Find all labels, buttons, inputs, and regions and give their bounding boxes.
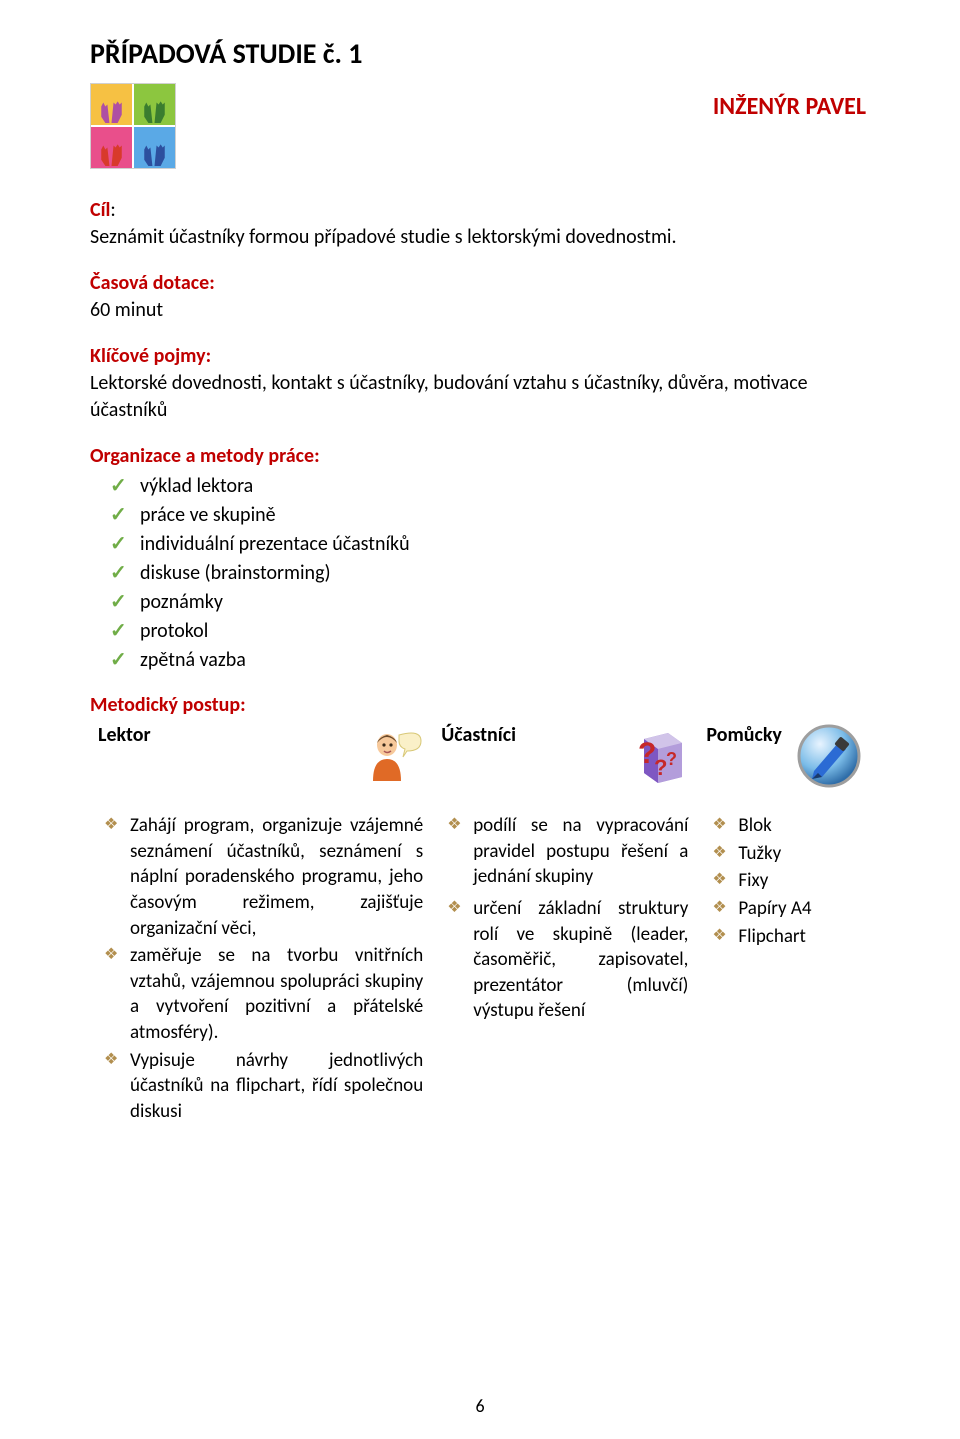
table-cell-pomucky: BlokTužkyFixyPapíry A4Flipchart: [698, 803, 870, 1133]
page-title: PŘÍPADOVÁ STUDIE č. 1: [90, 36, 870, 71]
table-cell-ucastnici: podílí se na vypracování pravidel postup…: [433, 803, 698, 1133]
postup-label: Metodický postup:: [90, 693, 870, 717]
hands-grid-icon: [90, 83, 176, 169]
cil-label: Cíl: [90, 198, 110, 222]
list-item: Blok: [712, 813, 860, 839]
list-item: podílí se na vypracování pravidel postup…: [447, 813, 688, 890]
list-item: diskuse (brainstorming): [110, 559, 870, 588]
list-item: zpětná vazba: [110, 646, 870, 675]
pen-circle-icon: [796, 723, 862, 789]
list-item: protokol: [110, 617, 870, 646]
cil-section: Cíl: Seznámit účastníky formou případové…: [90, 197, 870, 251]
person-speech-icon: [359, 723, 425, 789]
svg-text:?: ?: [666, 749, 677, 769]
list-item: Vypisuje návrhy jednotlivých účastníků n…: [104, 1048, 423, 1125]
question-block-icon: ? ? ?: [624, 723, 690, 789]
list-item: určení základní struktury rolí ve skupin…: [447, 896, 688, 1024]
cil-text: Seznámit účastníky formou případové stud…: [90, 225, 677, 249]
organizace-label: Organizace a metody práce:: [90, 444, 870, 468]
casova-label: Časová dotace:: [90, 271, 870, 295]
organizace-list: výklad lektorapráce ve skupiněindividuál…: [110, 472, 870, 675]
list-item: Fixy: [712, 868, 860, 894]
list-item: poznámky: [110, 588, 870, 617]
table-header-ucastnici: Účastníci ? ? ?: [433, 719, 698, 803]
table-cell-lektor: Zahájí program, organizuje vzájemné sezn…: [90, 803, 433, 1133]
pojmy-text: Lektorské dovednosti, kontakt s účastník…: [90, 370, 870, 424]
list-item: individuální prezentace účastníků: [110, 530, 870, 559]
list-item: zaměřuje se na tvorbu vnitřních vztahů, …: [104, 943, 423, 1046]
list-item: výklad lektora: [110, 472, 870, 501]
page-number: 6: [0, 1395, 960, 1417]
list-item: Zahájí program, organizuje vzájemné sezn…: [104, 813, 423, 941]
case-study-subtitle: INŽENÝR PAVEL: [196, 92, 866, 121]
list-item: Papíry A4: [712, 896, 860, 922]
table-header-pomucky: Pomůcky: [698, 719, 870, 803]
casova-text: 60 minut: [90, 297, 870, 324]
list-item: práce ve skupině: [110, 501, 870, 530]
list-item: Flipchart: [712, 924, 860, 950]
list-item: Tužky: [712, 841, 860, 867]
table-header-lektor: Lektor: [90, 719, 433, 803]
pojmy-label: Klíčové pojmy:: [90, 344, 870, 368]
postup-table: Lektor: [90, 719, 870, 1133]
